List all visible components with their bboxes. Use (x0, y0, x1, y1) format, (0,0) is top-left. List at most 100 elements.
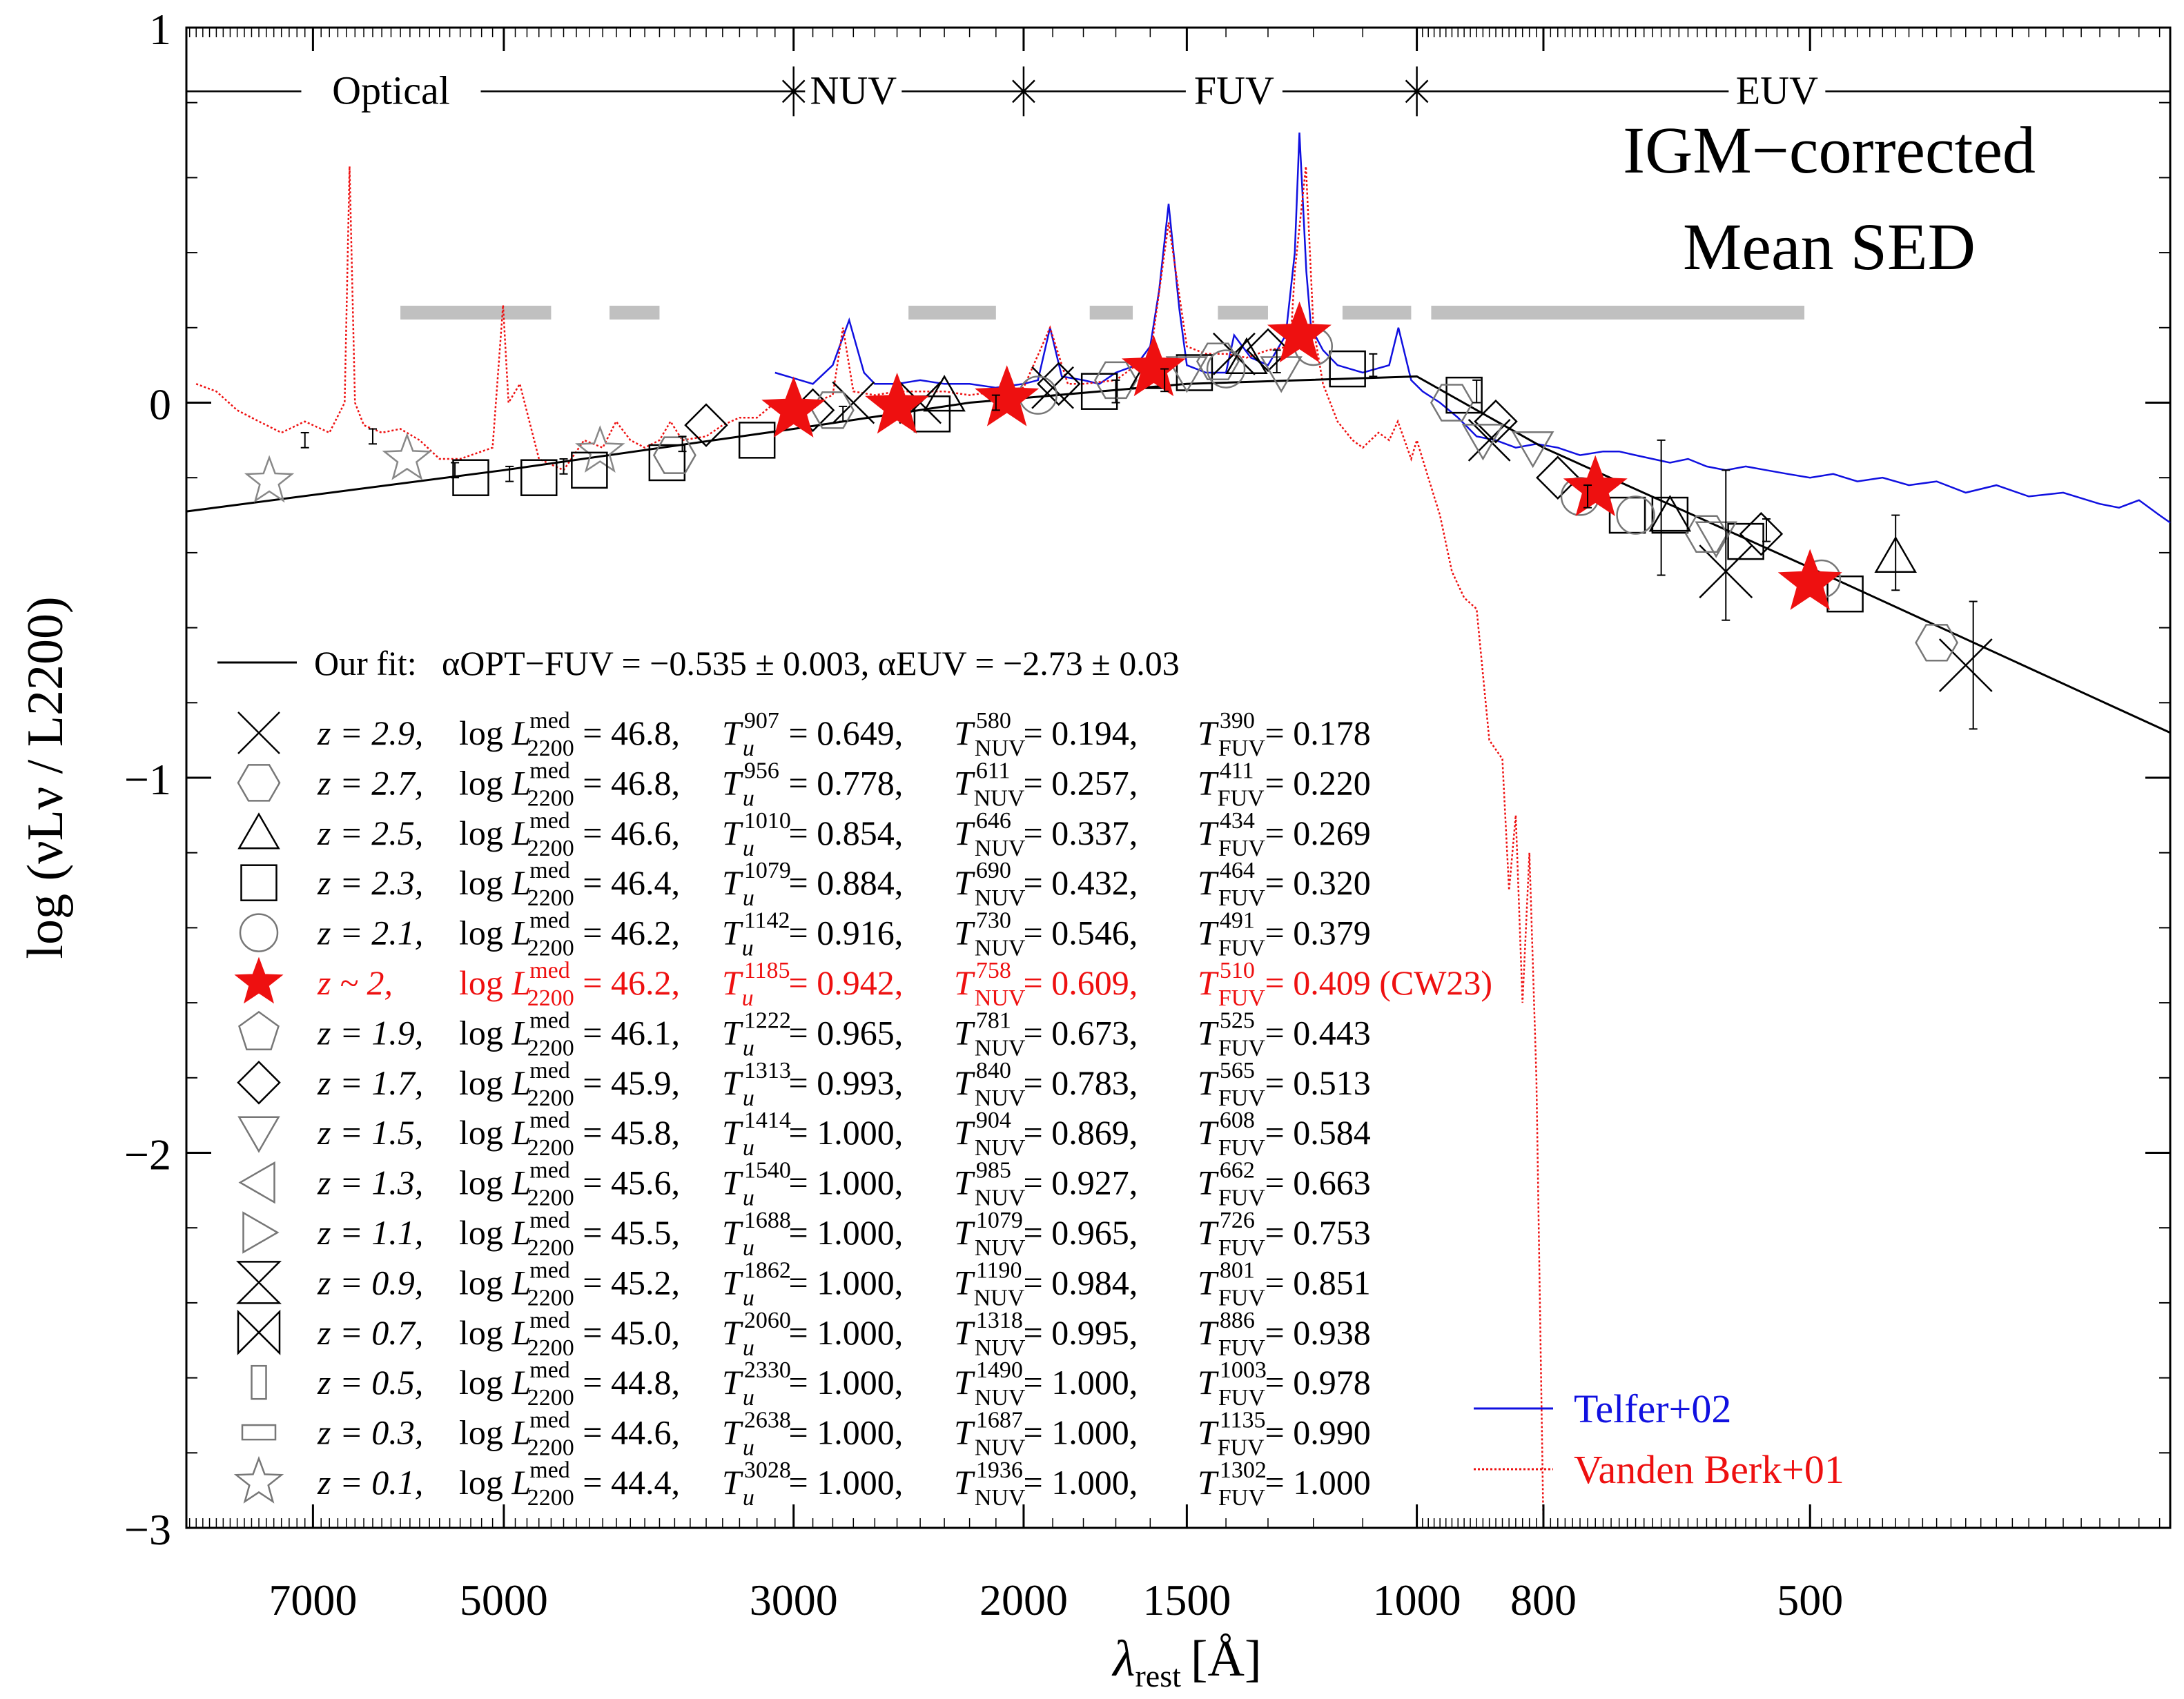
sample-tfuv-symbol: T (1198, 914, 1219, 952)
wide-rect-marker (241, 1424, 277, 1441)
band-boundary-cross (1405, 79, 1429, 104)
sample-logl: = 45.5, (574, 1213, 680, 1252)
sample-l-symbol: L (511, 1063, 531, 1102)
sample-row: z = 2.9, log Lmed 2200 = 46.8, T 907 u = 0.64… (317, 708, 1371, 761)
sample-tfuv-value: = 0.513 (1256, 1063, 1371, 1102)
sample-tnuv-symbol: T (954, 1013, 975, 1052)
sample-tnuv-sub: NUV (975, 1235, 1026, 1261)
star-filled-marker (1563, 455, 1628, 517)
sample-tu-wavelength: 1540 (744, 1158, 791, 1184)
sample-tu-wavelength: 1010 (744, 808, 791, 834)
sample-tnuv-value: = 0.337, (1015, 814, 1138, 852)
sample-tu-symbol: T (722, 714, 743, 752)
fit-legend: Our fit: αOPT−FUV = −0.535 ± 0.003, αEUV… (217, 644, 1180, 682)
diamond-marker (1474, 399, 1518, 444)
tri-down-marker (1461, 424, 1505, 461)
sample-2200-sub: 2200 (527, 736, 574, 761)
sample-tu-sub: u (742, 936, 754, 961)
sample-2200-sub: 2200 (527, 785, 574, 811)
sample-tu-sub: u (743, 1235, 754, 1261)
cross-marker (237, 711, 280, 754)
band-label-bg (1185, 62, 1283, 121)
sample-tu-value: = 1.000, (780, 1213, 903, 1252)
x-axis-symbol: λ (1111, 1631, 1135, 1687)
square-marker (571, 451, 608, 489)
tri-down-marker (1165, 356, 1209, 393)
sample-tu-sub: u (743, 885, 754, 911)
sample-tfuv-symbol: T (1198, 863, 1219, 902)
sample-tnuv-value: = 0.783, (1015, 1063, 1138, 1102)
sample-redshift: z = 1.3, (317, 1163, 423, 1202)
sample-tfuv-sub: FUV (1218, 985, 1265, 1011)
sample-tnuv-symbol: T (954, 763, 975, 802)
sample-tfuv-value: = 0.978 (1256, 1363, 1371, 1402)
sample-tnuv-wavelength: 690 (976, 858, 1011, 883)
cross-marker (1031, 366, 1074, 409)
sample-tnuv-symbol: T (954, 914, 975, 952)
title-group: IGM−corrected Mean SED (1623, 113, 2036, 284)
sample-tu-symbol: T (722, 763, 743, 802)
sample-tfuv-symbol: T (1198, 1163, 1219, 1202)
sample-tu-wavelength: 1222 (744, 1008, 791, 1033)
sample-log-label: log (459, 1313, 511, 1352)
star-filled-marker (761, 376, 826, 438)
sample-redshift: z = 0.5, (317, 1363, 423, 1402)
sample-tfuv-symbol: T (1198, 1263, 1219, 1302)
sample-tu-sub: u (743, 1086, 754, 1111)
square-marker (1329, 350, 1366, 388)
sample-tnuv-wavelength: 1079 (976, 1208, 1023, 1233)
sample-tu-wavelength: 1185 (744, 958, 790, 983)
sample-l-symbol: L (511, 1213, 531, 1252)
sample-med-sup: med (529, 1158, 570, 1184)
fit-legend-label: Our fit: (314, 644, 417, 682)
fit-line (186, 375, 2171, 734)
sample-logl: = 45.9, (574, 1063, 680, 1102)
diamond-marker (684, 403, 728, 447)
legend-label: Telfer+02 (1574, 1386, 1731, 1431)
sample-tfuv-sub: FUV (1218, 836, 1265, 861)
sample-tu-sub: u (743, 785, 754, 811)
sample-row: z = 1.3, log Lmed 2200 = 45.6, T 1540 u = 1.0… (317, 1158, 1371, 1211)
sample-tfuv-symbol: T (1198, 1363, 1219, 1402)
cross-marker (1468, 418, 1511, 462)
sample-tnuv-sub: NUV (975, 1086, 1026, 1111)
sample-log-label: log (459, 1113, 511, 1152)
sample-tnuv-symbol: T (954, 814, 975, 852)
sample-tnuv-sub: NUV (975, 1385, 1026, 1411)
sample-tnuv-value: = 0.609, (1015, 963, 1138, 1002)
star-marker (575, 425, 625, 473)
square-marker (240, 864, 277, 901)
sample-tu-wavelength: 956 (744, 758, 779, 783)
sample-tfuv-wavelength: 1003 (1220, 1357, 1267, 1383)
sample-redshift: z = 2.7, (317, 763, 423, 802)
sample-tfuv-sub: FUV (1218, 1086, 1265, 1111)
sample-tfuv-sub: FUV (1218, 1435, 1265, 1461)
sample-tfuv-symbol: T (1198, 763, 1219, 802)
hexagon-marker (1684, 515, 1728, 553)
sample-tu-sub: u (743, 1186, 754, 1211)
sample-tu-wavelength: 2330 (744, 1357, 791, 1383)
bowtie-marker (237, 1309, 281, 1355)
sample-tu-symbol: T (722, 863, 743, 902)
sample-tfuv-symbol: T (1198, 1463, 1219, 1502)
sample-med-sup: med (529, 858, 570, 883)
sample-tfuv-sub: FUV (1218, 1186, 1265, 1211)
fit-line-group (186, 375, 2171, 734)
diamond-marker (1739, 511, 1784, 556)
sample-redshift: z = 0.3, (317, 1413, 423, 1452)
sample-logl: = 46.8, (574, 763, 680, 802)
sample-tfuv-wavelength: 411 (1220, 758, 1254, 783)
sample-tu-wavelength: 2638 (744, 1408, 791, 1433)
sample-tnuv-sub: NUV (975, 1035, 1026, 1061)
sample-tnuv-wavelength: 781 (976, 1008, 1011, 1033)
sample-tfuv-sub: FUV (1218, 885, 1265, 911)
sample-tu-wavelength: 907 (744, 708, 779, 734)
sample-2200-sub: 2200 (527, 1186, 574, 1211)
sample-tu-sub: u (743, 1135, 754, 1161)
sample-row: z = 2.3, log Lmed 2200 = 46.4, T 1079 u = 0.8… (317, 858, 1371, 911)
sample-2200-sub: 2200 (527, 1135, 574, 1161)
star-filled-marker (1777, 549, 1842, 610)
diamond-marker (1037, 362, 1081, 406)
circle-marker (1616, 495, 1655, 535)
